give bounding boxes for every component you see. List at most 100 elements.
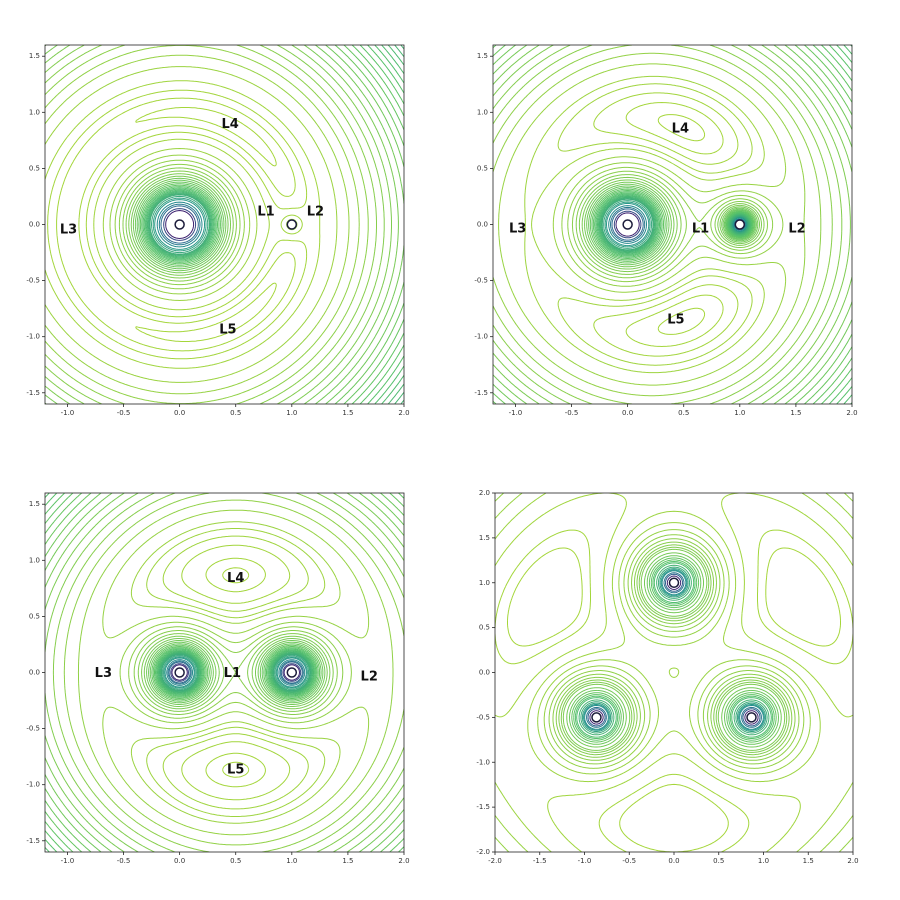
contour-line — [558, 544, 790, 756]
lagrange-label: L3 — [509, 221, 526, 236]
y-tick-label: -1.0 — [26, 333, 40, 341]
x-tick-label: -1.0 — [61, 409, 75, 417]
contour-line — [603, 200, 749, 249]
x-tick-label: 1.5 — [342, 409, 353, 417]
y-tick-label: -1.5 — [26, 837, 40, 845]
contour-line — [597, 45, 852, 404]
contour-line — [157, 650, 314, 695]
contour-line — [573, 559, 775, 741]
y-tick-label: 1.0 — [477, 108, 488, 116]
y-tick-label: 1.5 — [29, 500, 40, 508]
contour-line — [152, 197, 207, 252]
contour-line — [77, 499, 394, 846]
y-tick-label: 1.0 — [479, 579, 490, 587]
contour-line — [596, 45, 852, 404]
contour-line — [162, 535, 309, 810]
x-tick-label: 0.0 — [174, 409, 185, 417]
contour-line — [157, 650, 315, 695]
lagrange-label: L5 — [219, 322, 236, 337]
y-tick-label: 0.5 — [479, 624, 490, 632]
panel: -1.0 -0.5 0.0 0.5 1.0 1.5 2.0 -1.5 -1.0 -0.5 0.0 0.… — [26, 492, 410, 865]
x-tick-label: -1.5 — [533, 857, 547, 865]
contour-line — [45, 66, 338, 383]
contour-line — [45, 54, 350, 395]
contour-line — [595, 45, 852, 404]
contour-line — [161, 654, 311, 691]
contour-line — [181, 544, 291, 801]
contour-line — [493, 45, 852, 404]
contour-line — [52, 493, 404, 852]
lagrange-label: L2 — [788, 221, 805, 236]
contour-line — [45, 45, 404, 404]
lagrange-label: L4 — [672, 122, 689, 137]
contour-line — [625, 102, 724, 347]
contour-line — [139, 45, 404, 404]
contour-line — [45, 45, 399, 404]
contour-line — [222, 567, 250, 778]
contour-line — [498, 63, 787, 386]
contour-line — [576, 562, 772, 738]
contour-line — [606, 202, 747, 247]
contour-line — [581, 568, 767, 732]
contour-line — [569, 555, 779, 745]
contour-line — [134, 45, 404, 404]
y-tick-label: -1.0 — [476, 758, 490, 766]
contours — [45, 493, 404, 852]
y-tick-label: -2.0 — [476, 848, 490, 856]
contour-line — [493, 45, 833, 404]
contour-line — [589, 575, 759, 725]
contour-line — [657, 114, 706, 335]
contour-line — [158, 203, 201, 246]
contour-line — [560, 546, 788, 753]
x-tick-label: -0.5 — [622, 857, 636, 865]
contour-line — [160, 653, 312, 692]
contour-line — [580, 566, 768, 734]
x-tick-label: 0.5 — [713, 857, 724, 865]
body-marker — [734, 219, 746, 230]
y-tick-label: 1.0 — [29, 108, 40, 116]
contour-line — [47, 89, 308, 360]
contour-line — [160, 205, 199, 244]
contour-line — [45, 45, 377, 404]
contour-line — [102, 509, 370, 836]
contour-line — [168, 661, 303, 684]
x-tick-label: -1.0 — [509, 409, 523, 417]
contour-line — [165, 210, 195, 239]
contour-line — [163, 656, 308, 689]
contour-line — [583, 569, 765, 731]
lagrange-label: L5 — [667, 312, 684, 327]
contour-line — [493, 45, 852, 404]
x-tick-label: -1.0 — [578, 857, 592, 865]
contour-line — [594, 45, 852, 404]
contour-line — [495, 493, 853, 852]
body-marker — [286, 667, 298, 678]
y-tick-label: 0.0 — [479, 669, 490, 677]
contour-line — [45, 80, 321, 369]
y-tick-label: 1.5 — [479, 534, 490, 542]
contour-line — [507, 547, 841, 852]
contour-line — [45, 45, 392, 404]
contours — [495, 493, 853, 852]
y-tick-label: 1.0 — [29, 556, 40, 564]
y-tick-label: 0.0 — [477, 221, 488, 229]
x-tick-label: -0.5 — [565, 409, 579, 417]
y-tick-label: -0.5 — [26, 277, 40, 285]
contour-line — [593, 92, 739, 357]
contour-line — [555, 541, 793, 758]
contour-line — [45, 493, 404, 852]
contour-line — [171, 664, 300, 681]
contour-line — [135, 107, 277, 342]
contour-line — [493, 45, 843, 404]
contour-line — [146, 528, 326, 817]
contour-line — [608, 205, 747, 244]
x-tick-label: 1.0 — [286, 409, 297, 417]
y-tick-label: -0.5 — [26, 725, 40, 733]
contour-line — [170, 663, 302, 682]
x-tick-label: 1.0 — [734, 409, 745, 417]
lagrange-label: L2 — [307, 205, 324, 220]
lagrange-label: L1 — [224, 666, 241, 681]
lagrange-label: L2 — [361, 669, 378, 684]
body-marker — [668, 577, 680, 588]
contour-line — [163, 208, 197, 241]
contour-line — [493, 45, 851, 404]
